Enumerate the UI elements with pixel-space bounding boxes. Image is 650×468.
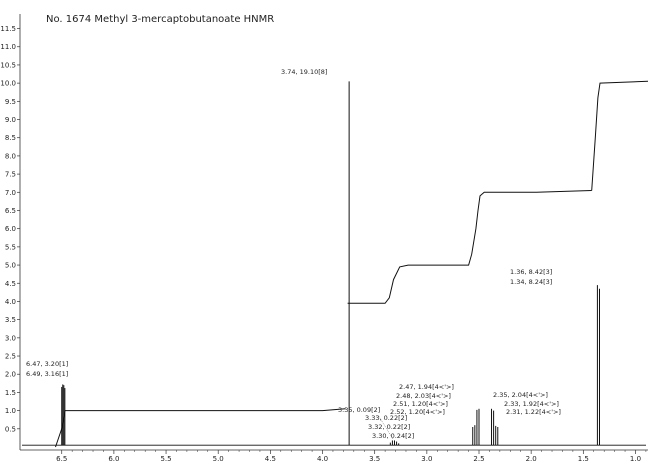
y-tick-label: 11.0 [0,43,16,51]
x-tick-label: 5.5 [160,455,171,463]
y-tick-label: 5.0 [5,262,16,270]
y-tick-label: 8.5 [5,134,16,142]
y-tick-label: 3.0 [5,334,16,342]
y-tick-label: 7.5 [5,171,16,179]
x-tick-label: 3.0 [421,455,432,463]
x-tick-label: 4.0 [317,455,328,463]
peak-label: 3.74, 19.10[8] [281,68,327,76]
integral-curves [55,80,649,448]
y-tick-label: 0.5 [5,425,16,433]
y-tick-label: 10.5 [0,61,16,69]
chart-title: No. 1674 Methyl 3-mercaptobutanoate HNMR [46,14,274,25]
x-tick-label: 6.5 [56,455,67,463]
peak-label-leader [377,414,394,440]
y-tick-label: 2.5 [5,353,16,361]
y-tick-label: 1.5 [5,389,16,397]
integral-curve-1 [55,408,346,448]
peak-label: 3.32, 0.22[2] [368,423,410,431]
peak-label: 2.47, 1.94[4<'>] [399,383,454,391]
y-tick-label: 9.5 [5,98,16,106]
y-tick-label: 6.5 [5,207,16,215]
peak-label: 1.34, 8.24[3] [510,278,552,286]
peak-label: 3.33, 0.22[2] [365,414,407,422]
y-tick-label: 4.0 [5,298,16,306]
y-tick-label: 5.5 [5,243,16,251]
y-tick-label: 7.0 [5,189,16,197]
peak-label: 2.52, 1.20[4<'>] [390,408,445,416]
peak-label: 2.33, 1.92[4<'>] [504,400,559,408]
spectrum-trace [22,81,646,446]
y-tick-label: 3.5 [5,316,16,324]
peak-label: 6.49, 3.16[1] [26,370,68,378]
x-tick-label: 1.0 [630,455,641,463]
peak-label: 3.35, 0.09[2] [338,406,380,414]
y-tick-label: 9.0 [5,116,16,124]
y-tick-label: 6.0 [5,225,16,233]
y-tick-label: 8.0 [5,152,16,160]
peak-label: 2.48, 2.03[4<'>] [396,392,451,400]
x-tick-label: 2.5 [473,455,484,463]
x-tick-label: 5.0 [213,455,224,463]
x-tick-label: 4.5 [265,455,276,463]
y-tick-label: 4.5 [5,280,16,288]
axes: 0.5 1.0 1.5 2.0 2.5 3.0 3.5 4.0 4.5 5.0 5.5 6.0 6.5 7… [0,14,648,463]
peak-label: 3.30, 0.24[2] [372,432,414,440]
integral-curve-3 [591,80,649,191]
y-tick-label: 1.0 [5,407,16,415]
peak-label: 1.36, 8.42[3] [510,268,552,276]
peak-labels: 3.74, 19.10[8] 6.47, 3.20[1] 6.49, 3.16[1]… [26,68,561,440]
peak-label: 2.51, 1.20[4<'>] [393,400,448,408]
peak-label: 2.31, 1.22[4<'>] [506,408,561,416]
peak-label: 6.47, 3.20[1] [26,360,68,368]
x-tick-label: 3.5 [369,455,380,463]
y-tick-label: 11.5 [0,25,16,33]
x-tick-label: 1.5 [578,455,589,463]
x-tick-label: 6.0 [108,455,119,463]
x-tick-label: 2.0 [526,455,537,463]
y-tick-label: 2.0 [5,371,16,379]
y-tick-label: 10.0 [0,80,16,88]
peak-label: 2.35, 2.04[4<'>] [493,391,548,399]
integral-curve-2 [347,190,592,304]
